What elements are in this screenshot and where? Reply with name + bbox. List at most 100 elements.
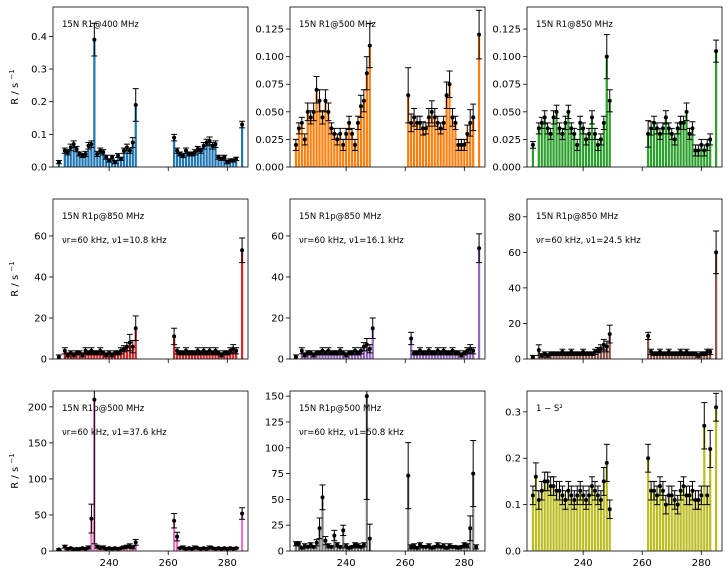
bar <box>540 490 543 551</box>
annotation: νr=60 kHz, ν1=50.8 kHz <box>299 428 404 438</box>
bar <box>448 84 451 167</box>
data-point <box>89 516 94 521</box>
bar <box>309 117 312 167</box>
data-point <box>554 351 559 356</box>
axes-frame <box>52 6 249 168</box>
bar <box>679 122 682 167</box>
bar <box>688 495 691 551</box>
bar <box>543 353 546 359</box>
data-point <box>314 540 319 545</box>
data-point <box>672 137 677 142</box>
bar <box>658 133 662 167</box>
bar <box>584 499 588 551</box>
bar <box>706 495 709 551</box>
bar <box>558 490 561 551</box>
bar <box>649 490 653 551</box>
bar <box>63 546 66 551</box>
bar <box>546 481 549 551</box>
bar <box>664 353 667 359</box>
data-point <box>462 142 467 147</box>
bar <box>647 335 650 359</box>
bar <box>576 495 579 551</box>
bar <box>297 543 300 551</box>
bar <box>584 353 588 359</box>
data-point <box>311 109 316 114</box>
data-point <box>471 471 476 476</box>
data-point <box>474 544 479 549</box>
bar <box>439 546 442 551</box>
data-point <box>234 348 239 353</box>
bar <box>193 352 196 359</box>
bar <box>412 352 416 359</box>
data-point <box>95 151 100 156</box>
annotation: 15N R1@500 MHz <box>299 20 376 30</box>
bar <box>590 353 594 359</box>
bar <box>587 133 591 167</box>
bar <box>324 540 327 551</box>
data-point <box>584 497 589 502</box>
axes-frame <box>526 198 723 360</box>
bar <box>87 352 90 359</box>
data-point <box>444 93 449 98</box>
y-axis-label: R / s −1 <box>8 69 21 104</box>
data-point <box>575 493 580 498</box>
data-point <box>444 350 449 355</box>
bar <box>472 473 475 551</box>
data-point <box>133 326 138 331</box>
data-point <box>332 533 337 538</box>
bar <box>347 122 351 167</box>
data-point <box>468 120 473 125</box>
bar <box>93 352 96 359</box>
bar <box>93 39 96 167</box>
data-point <box>299 348 304 353</box>
data-point <box>83 151 88 156</box>
bar <box>561 495 564 551</box>
data-point <box>213 142 218 147</box>
bar <box>561 133 564 167</box>
data-point <box>329 544 334 549</box>
y-tick-label: 0.1 <box>31 130 47 141</box>
y-tick-label: 150 <box>265 392 284 403</box>
bar <box>433 352 436 359</box>
data-point <box>364 71 369 76</box>
annotation: 15N R1@400 MHz <box>62 20 139 30</box>
bar <box>240 250 244 359</box>
bar <box>226 162 229 167</box>
bar <box>205 352 208 359</box>
bar <box>113 352 117 359</box>
y-tick-label: 0.075 <box>492 80 521 91</box>
bar <box>703 150 706 167</box>
annotation: νr=60 kHz, ν1=24.5 kHz <box>536 236 641 246</box>
bar <box>596 495 600 551</box>
bar <box>673 139 676 167</box>
data-point <box>560 131 565 136</box>
data-point <box>113 160 118 165</box>
bar <box>78 352 81 359</box>
data-point <box>198 148 203 153</box>
data-point <box>542 479 547 484</box>
bar <box>558 128 561 167</box>
data-point <box>305 350 310 355</box>
data-point <box>347 120 352 125</box>
bar <box>330 546 333 551</box>
bar <box>655 495 659 551</box>
bar <box>134 328 137 359</box>
bar <box>424 128 428 167</box>
bar <box>451 117 454 167</box>
bar <box>410 122 413 167</box>
data-point <box>124 145 129 150</box>
data-point <box>341 528 346 533</box>
data-point <box>595 348 600 353</box>
y-tick-label: 50 <box>271 495 284 506</box>
bar <box>555 111 558 167</box>
bar <box>407 475 410 551</box>
y-tick-label: 0 <box>515 355 521 366</box>
y-tick-label: 0.000 <box>492 163 521 174</box>
bar <box>306 352 309 359</box>
data-point <box>607 507 612 512</box>
bar <box>84 153 87 167</box>
bar <box>321 117 324 167</box>
bar <box>567 111 570 167</box>
y-tick-label: 25 <box>271 521 284 532</box>
